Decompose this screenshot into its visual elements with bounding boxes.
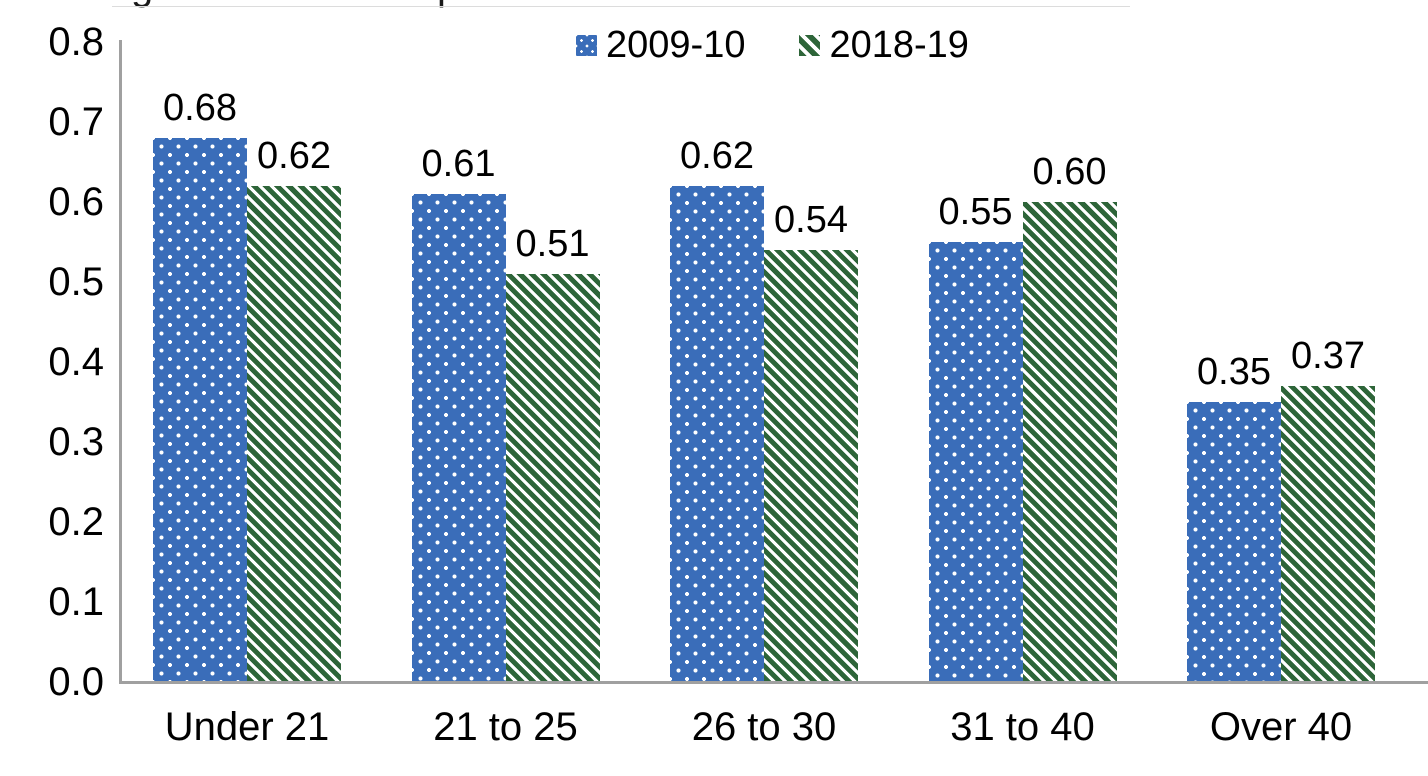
- x-category-label: Under 21: [164, 705, 330, 749]
- bar-2009-10-2: [670, 186, 764, 681]
- bar-2009-10-0: [153, 138, 247, 681]
- clipped-title-fragment: g: [131, 0, 153, 6]
- bar-value-label: 0.60: [1032, 151, 1107, 193]
- y-tick-label: 0.6: [48, 180, 104, 224]
- clipped-title-baseline: [112, 6, 1130, 7]
- legend-item: 2009-10: [576, 26, 745, 64]
- y-tick-label: 0.1: [48, 580, 104, 624]
- y-tick-label: 0.2: [48, 500, 104, 544]
- x-category-label: 31 to 40: [950, 705, 1095, 749]
- legend-swatch-2009-10: [576, 34, 597, 56]
- bar-2018-19-0: [247, 186, 341, 681]
- y-tick-label: 0.8: [48, 20, 104, 64]
- clipped-title-fragment: p: [437, 0, 459, 6]
- bar-value-label: 0.35: [1197, 351, 1271, 393]
- bar-value-label: 0.55: [938, 191, 1013, 233]
- legend-label: 2009-10: [606, 24, 746, 66]
- bar-2018-19-4: [1281, 386, 1375, 681]
- y-tick-label: 0.0: [48, 660, 104, 704]
- bar-value-label: 0.61: [421, 143, 496, 185]
- y-tick-label: 0.5: [48, 260, 104, 304]
- bar-value-label: 0.54: [774, 199, 848, 241]
- bar-2018-19-3: [1022, 202, 1117, 681]
- x-category-label: 26 to 30: [691, 705, 837, 749]
- legend: 2009-10 2018-19: [576, 26, 969, 64]
- y-axis-line: [119, 40, 122, 684]
- bar-value-label: 0.37: [1291, 335, 1365, 377]
- bar-2018-19-1: [505, 274, 600, 681]
- bar-value-label: 0.62: [257, 135, 331, 177]
- bar-2009-10-4: [1187, 402, 1281, 681]
- bar-value-label: 0.68: [163, 87, 237, 129]
- y-tick-label: 0.4: [48, 340, 104, 384]
- bar-2009-10-1: [411, 194, 506, 681]
- bar-2018-19-2: [764, 250, 858, 681]
- legend-swatch-2018-19: [799, 34, 821, 56]
- x-category-label: Over 40: [1209, 705, 1353, 749]
- y-tick-label: 0.7: [48, 100, 104, 144]
- legend-label: 2018-19: [829, 24, 969, 66]
- bar-2009-10-3: [928, 242, 1023, 681]
- bar-value-label: 0.62: [680, 135, 754, 177]
- y-tick-label: 0.3: [48, 420, 104, 464]
- x-axis-line: [119, 681, 1428, 684]
- x-category-label: 21 to 25: [433, 705, 578, 749]
- bar-value-label: 0.51: [515, 223, 590, 265]
- legend-item: 2018-19: [799, 24, 969, 66]
